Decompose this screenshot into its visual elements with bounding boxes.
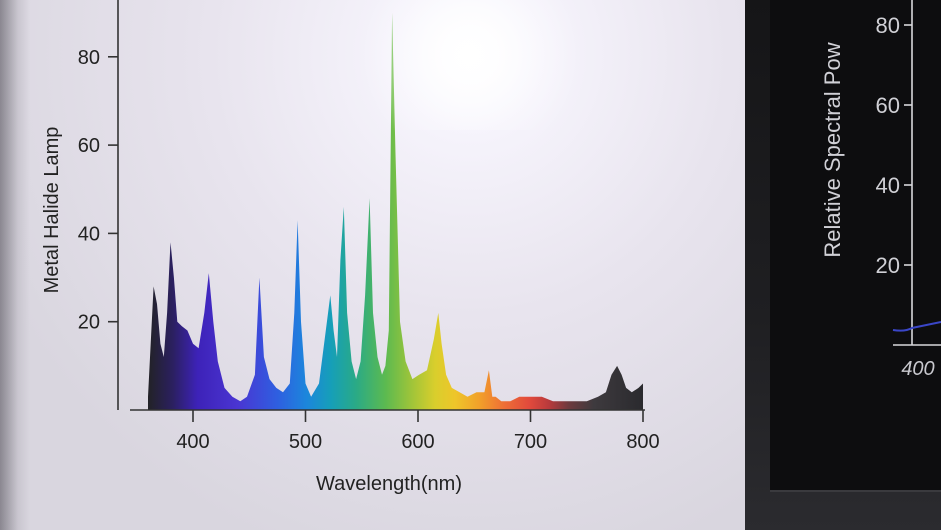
x-tick-label-400: 400 <box>176 431 209 453</box>
y-tick-label-80: 80 <box>78 47 100 69</box>
y-tick-label-40: 40 <box>78 223 100 245</box>
secondary-y-axis-label: Relative Spectral Pow <box>820 42 845 257</box>
secondary-x-tick-label-400: 400 <box>901 358 934 380</box>
box-shadow-edge <box>0 0 30 530</box>
x-tick-label-600: 600 <box>401 431 434 453</box>
secondary-spectrum-chart: 20 40 60 80 400 Relative Spectral Pow <box>820 0 941 380</box>
x-tick-label-500: 500 <box>289 431 322 453</box>
y-tick-label-20: 20 <box>78 312 100 334</box>
light-glare <box>330 0 610 130</box>
x-tick-label-800: 800 <box>626 431 659 453</box>
secondary-y-tick-label-20: 20 <box>876 253 900 278</box>
x-axis-label: Wavelength(nm) <box>316 473 462 495</box>
secondary-y-tick-label-40: 40 <box>876 173 900 198</box>
y-axis-label: Metal Halide Lamp <box>41 127 63 294</box>
x-tick-label-700: 700 <box>514 431 547 453</box>
secondary-y-tick-label-60: 60 <box>876 93 900 118</box>
main-spectrum-chart: 400 500 600 700 800 20 40 60 80 Wavelength(nm) M… <box>41 0 660 495</box>
secondary-series-line <box>892 321 941 332</box>
spectrum-area <box>148 12 643 410</box>
y-tick-label-60: 60 <box>78 135 100 157</box>
secondary-y-tick-label-80: 80 <box>876 13 900 38</box>
